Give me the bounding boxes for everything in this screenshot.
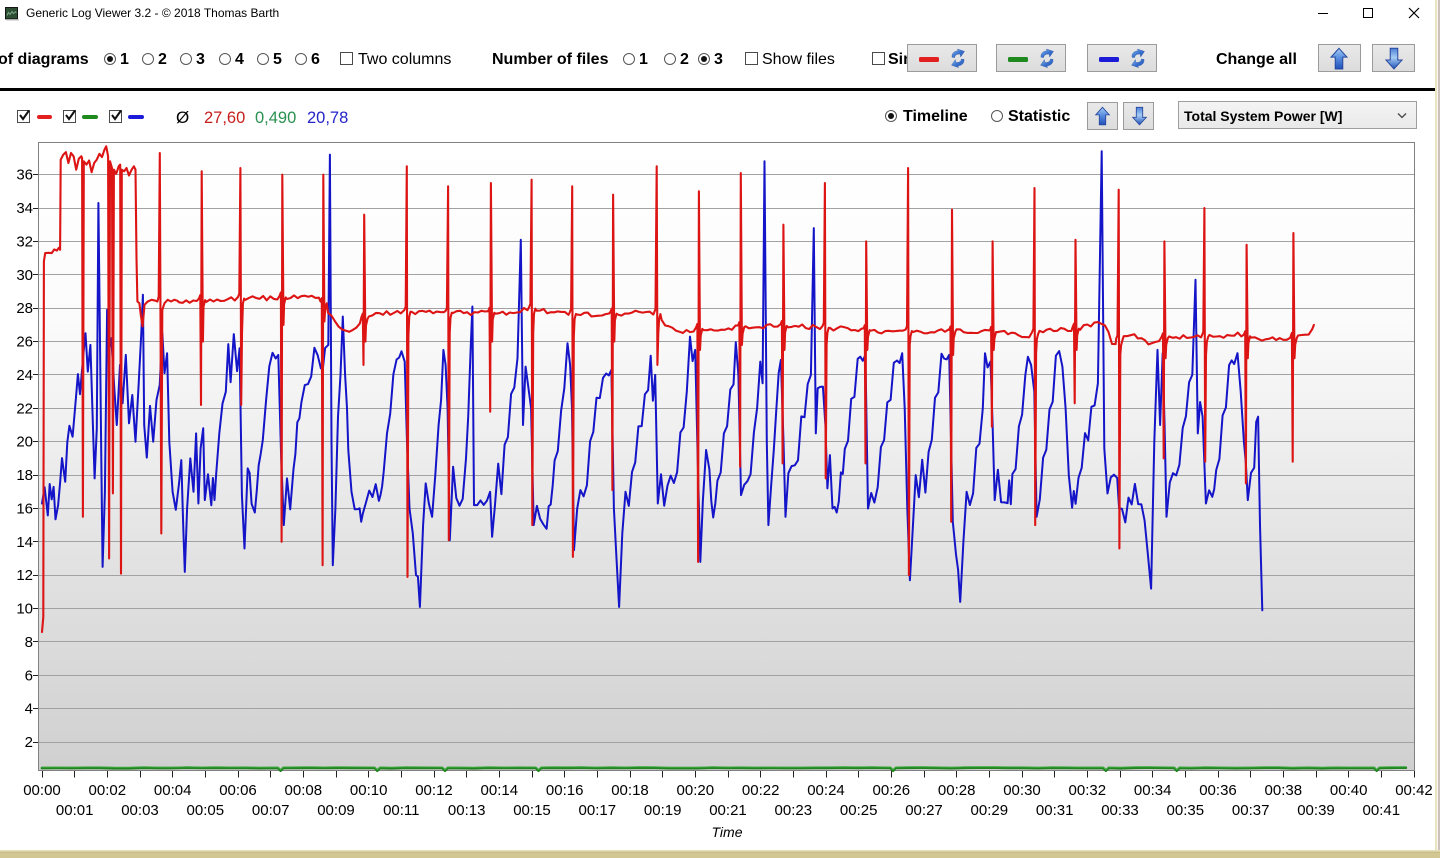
svg-text:00:32: 00:32 [1069, 782, 1107, 799]
svg-text:00:08: 00:08 [285, 782, 323, 799]
svg-text:2: 2 [25, 734, 33, 751]
svg-text:00:36: 00:36 [1199, 782, 1237, 799]
svg-text:00:05: 00:05 [187, 802, 225, 819]
svg-text:00:18: 00:18 [611, 782, 649, 799]
svg-text:00:00: 00:00 [23, 782, 61, 799]
svg-text:00:39: 00:39 [1297, 802, 1335, 819]
svg-text:14: 14 [16, 534, 33, 551]
svg-text:00:10: 00:10 [350, 782, 388, 799]
svg-text:00:15: 00:15 [513, 802, 551, 819]
svg-text:6: 6 [25, 667, 33, 684]
svg-text:26: 26 [16, 334, 33, 351]
svg-text:20: 20 [16, 434, 33, 451]
svg-text:00:37: 00:37 [1232, 802, 1270, 819]
svg-text:00:07: 00:07 [252, 802, 290, 819]
svg-text:34: 34 [16, 200, 33, 217]
svg-text:30: 30 [16, 267, 33, 284]
svg-text:00:26: 00:26 [873, 782, 911, 799]
svg-text:28: 28 [16, 300, 33, 317]
svg-text:24: 24 [16, 367, 33, 384]
svg-text:00:01: 00:01 [56, 802, 94, 819]
svg-text:00:35: 00:35 [1167, 802, 1205, 819]
svg-text:00:14: 00:14 [481, 782, 519, 799]
svg-text:00:04: 00:04 [154, 782, 192, 799]
svg-text:32: 32 [16, 233, 33, 250]
svg-text:12: 12 [16, 567, 33, 584]
svg-text:00:33: 00:33 [1101, 802, 1139, 819]
svg-text:16: 16 [16, 501, 33, 518]
svg-text:00:30: 00:30 [1003, 782, 1041, 799]
svg-text:22: 22 [16, 400, 33, 417]
svg-text:00:21: 00:21 [709, 802, 747, 819]
svg-text:00:41: 00:41 [1363, 802, 1401, 819]
svg-text:00:42: 00:42 [1395, 782, 1433, 799]
svg-text:18: 18 [16, 467, 33, 484]
svg-text:00:19: 00:19 [644, 802, 682, 819]
svg-text:00:29: 00:29 [971, 802, 1009, 819]
svg-text:00:22: 00:22 [742, 782, 780, 799]
svg-text:00:16: 00:16 [546, 782, 584, 799]
svg-text:36: 36 [16, 167, 33, 184]
svg-text:00:24: 00:24 [807, 782, 845, 799]
svg-text:00:40: 00:40 [1330, 782, 1368, 799]
svg-text:00:09: 00:09 [317, 802, 355, 819]
svg-text:00:23: 00:23 [775, 802, 813, 819]
svg-text:00:31: 00:31 [1036, 802, 1074, 819]
svg-text:8: 8 [25, 634, 33, 651]
svg-text:00:27: 00:27 [905, 802, 943, 819]
svg-text:00:20: 00:20 [677, 782, 715, 799]
svg-text:00:28: 00:28 [938, 782, 976, 799]
svg-text:Time: Time [712, 824, 743, 840]
svg-text:00:03: 00:03 [121, 802, 159, 819]
svg-text:00:34: 00:34 [1134, 782, 1172, 799]
svg-text:00:11: 00:11 [383, 802, 419, 819]
svg-text:00:13: 00:13 [448, 802, 486, 819]
svg-text:00:17: 00:17 [579, 802, 617, 819]
svg-text:4: 4 [25, 701, 33, 718]
svg-text:00:25: 00:25 [840, 802, 878, 819]
svg-text:00:12: 00:12 [415, 782, 453, 799]
svg-text:00:06: 00:06 [219, 782, 257, 799]
svg-text:10: 10 [16, 601, 33, 618]
svg-text:00:38: 00:38 [1265, 782, 1303, 799]
svg-text:00:02: 00:02 [89, 782, 127, 799]
